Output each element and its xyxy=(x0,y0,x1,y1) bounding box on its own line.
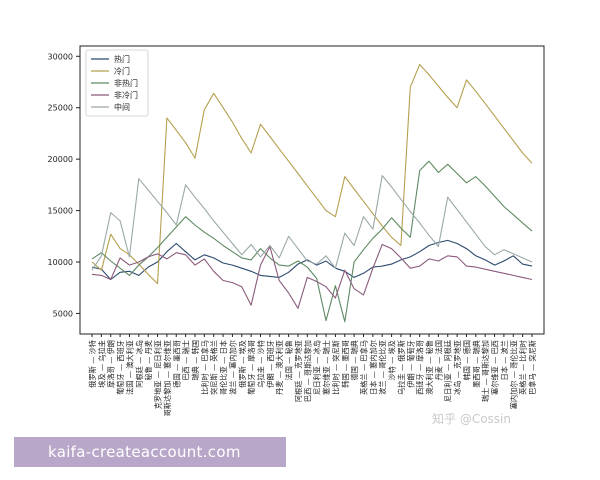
y-tick-label: 5000 xyxy=(53,309,73,318)
y-axis: 5000 10000 15000 20000 25000 30000 xyxy=(48,52,80,318)
x-tick-label: 塞尔维亚 — 瑞士 xyxy=(322,340,331,395)
series-lines xyxy=(91,63,533,323)
x-tick-label: 巴拿马 — 突尼斯 xyxy=(528,340,537,395)
y-tick-label: 15000 xyxy=(48,207,73,216)
x-tick-label: 墨西哥 — 瑞典 xyxy=(472,340,481,388)
x-tick-label: 伊朗 — 葡萄牙 xyxy=(406,340,415,388)
x-tick-label: 英格兰 — 巴拿马 xyxy=(359,340,368,395)
x-tick-label: 韩国 — 墨西哥 xyxy=(341,340,350,388)
x-axis: 俄罗斯 — 沙特 埃及 — 乌拉圭 摩洛哥 — 伊朗 葡萄牙 — 西班牙 法国 — 澳大… xyxy=(88,334,537,416)
x-tick-label: 秘鲁 — 丹麦 xyxy=(144,340,153,381)
legend-label: 中间 xyxy=(114,102,130,112)
legend-label: 热门 xyxy=(114,54,130,64)
y-tick-label: 30000 xyxy=(48,52,73,61)
x-tick-label: 比利时 — 突尼斯 xyxy=(331,340,340,395)
series-line-5 xyxy=(91,175,533,271)
watermark-text: kaifa-createaccount.com xyxy=(48,443,241,461)
y-tick-label: 10000 xyxy=(48,258,73,267)
x-tick-label: 葡萄牙 — 摩洛哥 xyxy=(247,340,256,395)
x-tick-label: 韩国 — 德国 xyxy=(462,340,471,381)
x-tick-label: 瑞士 — 哥斯达黎加 xyxy=(481,340,490,402)
x-tick-label: 波兰 — 哥伦比亚 xyxy=(378,340,387,395)
legend-label: 冷门 xyxy=(114,66,130,76)
x-tick-label: 俄罗斯 — 埃及 xyxy=(238,340,247,388)
legend-label: 非冷门 xyxy=(114,90,138,100)
x-tick-label: 西班牙 — 摩洛哥 xyxy=(416,340,425,395)
x-tick-label: 法国 — 秘鲁 xyxy=(285,340,294,381)
x-tick-label: 塞内加尔 — 哥伦比亚 xyxy=(509,340,518,409)
x-tick-label: 丹麦 — 法国 xyxy=(434,340,443,381)
x-tick-label: 突尼斯 — 英格兰 xyxy=(210,340,219,395)
x-tick-label: 法国 — 澳大利亚 xyxy=(125,340,134,395)
plot-frame xyxy=(79,45,545,335)
x-tick-label: 塞尔维亚 — 巴西 xyxy=(491,340,500,395)
x-tick-label: 波兰 — 塞内加尔 xyxy=(228,340,237,395)
x-tick-label: 阿根廷 — 冰岛 xyxy=(135,340,144,388)
x-tick-label: 沙特 — 埃及 xyxy=(388,340,397,381)
x-tick-label: 日本 — 塞内加尔 xyxy=(369,340,378,395)
watermark-banner: kaifa-createaccount.com xyxy=(14,437,286,467)
x-tick-label: 瑞典 — 韩国 xyxy=(191,340,200,381)
x-tick-label: 埃及 — 乌拉圭 xyxy=(97,340,106,388)
x-tick-label: 澳大利亚 — 秘鲁 xyxy=(425,340,434,395)
x-tick-label: 英格兰 — 比利时 xyxy=(519,340,528,395)
x-tick-label: 摩洛哥 — 伊朗 xyxy=(107,340,116,388)
series-line-3 xyxy=(91,160,533,323)
x-tick-label: 哥斯达黎加 — 塞尔维亚 xyxy=(163,340,172,416)
x-tick-label: 葡萄牙 — 西班牙 xyxy=(116,340,125,395)
y-tick-label: 20000 xyxy=(48,155,73,164)
x-tick-label: 德国 — 瑞典 xyxy=(350,340,359,381)
x-tick-label: 德国 — 墨西哥 xyxy=(172,340,181,388)
x-tick-label: 巴西 — 哥斯达黎加 xyxy=(303,340,312,402)
x-tick-label: 伊朗 — 西班牙 xyxy=(266,340,275,388)
series-line-4 xyxy=(91,243,533,309)
x-tick-label: 尼日利亚 — 阿根廷 xyxy=(444,340,453,402)
x-tick-label: 哥伦比亚 — 日本 xyxy=(219,340,228,395)
series-line-2 xyxy=(91,63,533,285)
x-tick-label: 乌拉圭 — 沙特 xyxy=(257,340,266,388)
x-tick-label: 阿根廷 — 克罗地亚 xyxy=(294,340,303,402)
x-tick-label: 日本 — 波兰 xyxy=(500,340,509,381)
credit-text: 知乎 @Cossin xyxy=(432,412,511,426)
x-tick-label: 乌拉圭 — 俄罗斯 xyxy=(397,340,406,395)
legend-box xyxy=(85,49,149,117)
x-tick-label: 尼日利亚 — 冰岛 xyxy=(313,340,322,395)
legend-label: 非热门 xyxy=(114,78,138,88)
x-tick-label: 冰岛 — 克罗地亚 xyxy=(453,340,462,395)
x-tick-label: 比利时 — 巴拿马 xyxy=(200,340,209,395)
x-tick-label: 丹麦 — 澳大利亚 xyxy=(275,340,284,395)
y-tick-label: 25000 xyxy=(48,104,73,113)
x-tick-label: 克罗地亚 — 尼日利亚 xyxy=(154,340,163,409)
x-tick-label: 俄罗斯 — 沙特 xyxy=(88,340,97,388)
x-tick-label: 巴西 — 瑞士 xyxy=(182,340,191,381)
